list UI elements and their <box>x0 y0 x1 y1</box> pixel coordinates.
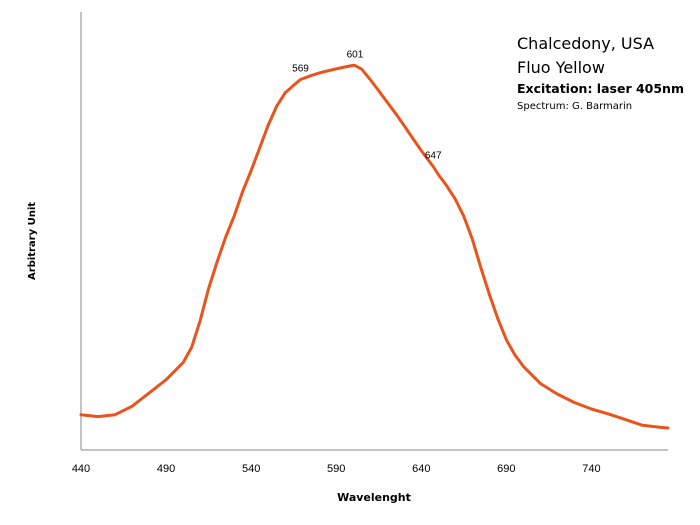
x-tick-label: 640 <box>412 463 430 475</box>
x-tick-label: 540 <box>242 463 260 475</box>
peak-label: 601 <box>347 49 364 60</box>
y-axis-label: Arbitrary Unit <box>27 202 38 280</box>
x-tick-label: 490 <box>157 463 175 475</box>
x-tick-label: 690 <box>497 463 515 475</box>
excitation-note: Excitation: laser 405nm <box>517 81 684 96</box>
peak-label: 569 <box>292 64 309 75</box>
series-layer <box>79 63 670 430</box>
spectrum-credit: Spectrum: G. Barmarin <box>517 101 633 112</box>
x-axis-label: Wavelenght <box>337 491 411 504</box>
peak-labels: 569 601 647 <box>292 49 442 161</box>
x-tick-label: 740 <box>582 463 600 475</box>
peak-label: 647 <box>425 151 442 162</box>
spectrum-line <box>79 63 670 430</box>
chart-subtitle: Fluo Yellow <box>517 58 605 77</box>
x-tick-label: 440 <box>72 463 90 475</box>
chart-title: Chalcedony, USA <box>517 34 655 53</box>
x-tick-label: 590 <box>327 463 345 475</box>
x-tick-labels: 440 490 540 590 640 690 740 <box>72 463 601 475</box>
